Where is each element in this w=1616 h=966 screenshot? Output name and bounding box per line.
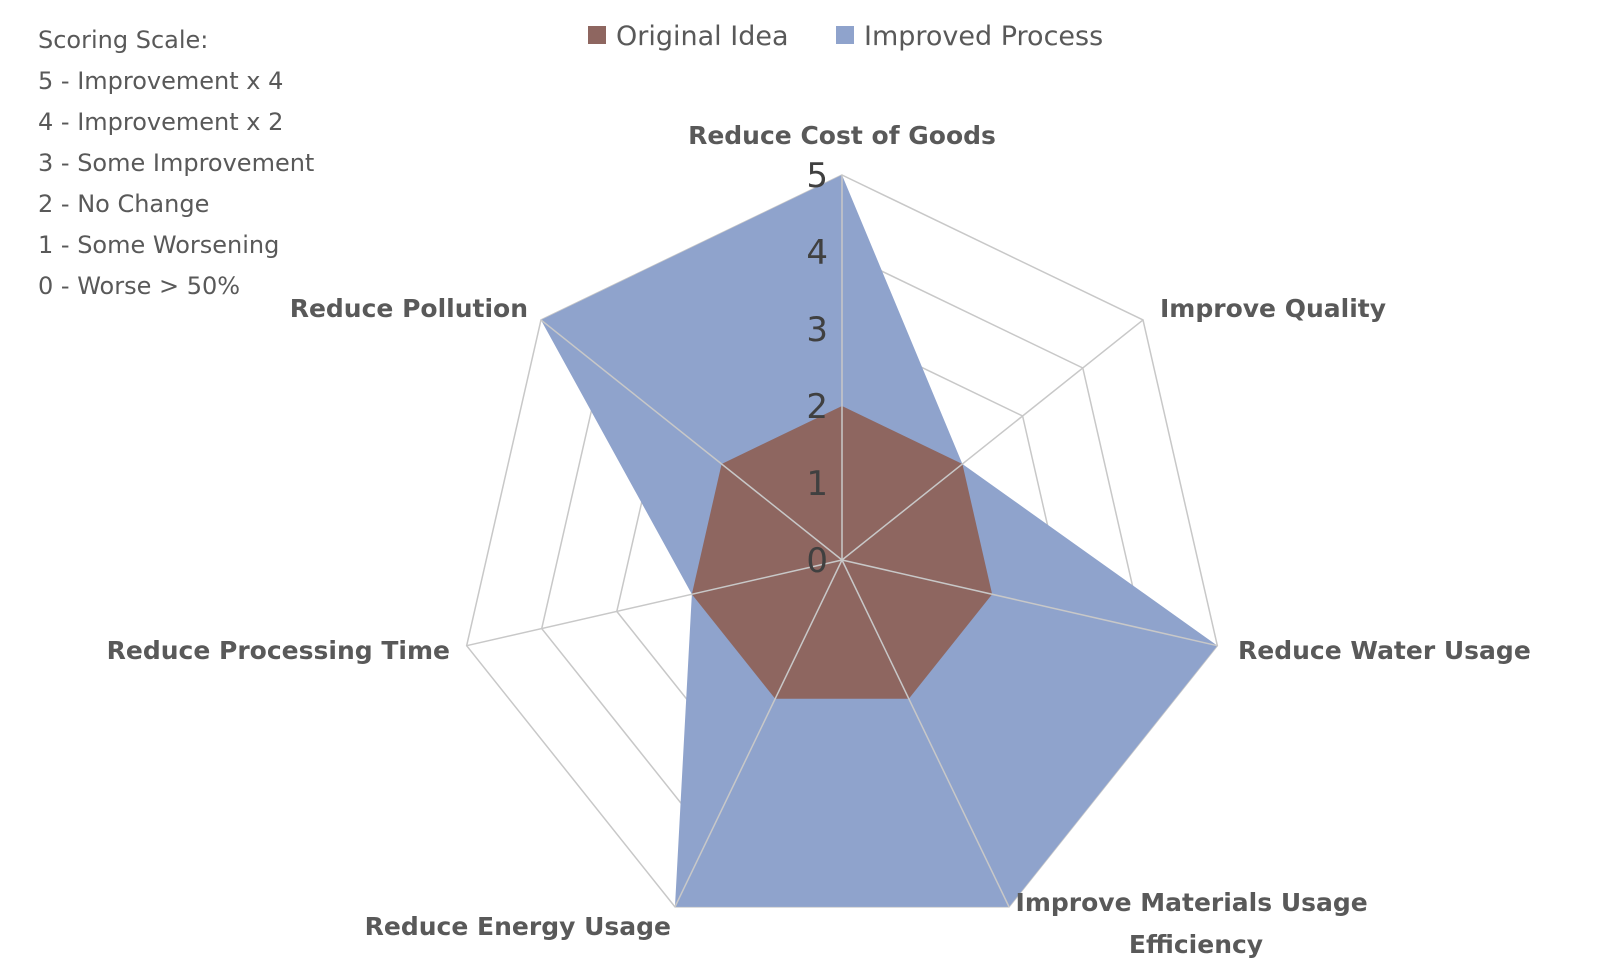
scoring-scale-item: 3 - Some Improvement <box>38 149 314 177</box>
scoring-scale: Scoring Scale: 5 - Improvement x 4 4 - I… <box>38 26 314 300</box>
category-label: Improve Materials Usage Efficiency <box>1016 888 1377 959</box>
axis-spoke <box>841 319 1144 561</box>
scoring-scale-item: 4 - Improvement x 2 <box>38 108 283 136</box>
legend-swatch-improved-process <box>836 26 854 44</box>
tick-label: 4 <box>806 233 828 273</box>
radial-axis-ticks: 0 1 2 3 4 5 <box>806 156 828 581</box>
scoring-scale-item: 1 - Some Worsening <box>38 231 279 259</box>
legend-label-improved-process: Improved Process <box>864 21 1103 52</box>
category-label: Improve Quality <box>1160 294 1386 323</box>
tick-label: 0 <box>806 541 828 581</box>
category-labels: Reduce Cost of Goods Improve Quality Red… <box>107 121 1531 959</box>
legend-swatch-original-idea <box>588 26 606 44</box>
radar-spokes <box>466 175 1218 908</box>
scoring-scale-heading: Scoring Scale: <box>38 26 208 54</box>
tick-label: 5 <box>806 156 828 196</box>
radar-areas <box>540 175 1218 907</box>
category-label-line: Improve Materials Usage <box>1016 888 1368 917</box>
category-label: Reduce Water Usage <box>1238 636 1531 665</box>
category-label: Reduce Pollution <box>290 294 528 323</box>
tick-label: 1 <box>806 464 828 504</box>
axis-spoke <box>841 559 1218 647</box>
axis-spoke <box>841 559 1010 908</box>
scoring-scale-item: 0 - Worse > 50% <box>38 272 240 300</box>
axis-spoke <box>674 559 843 908</box>
category-label: Reduce Cost of Goods <box>688 121 996 150</box>
category-label: Reduce Energy Usage <box>365 912 671 941</box>
scoring-scale-item: 2 - No Change <box>38 190 209 218</box>
category-label: Reduce Processing Time <box>107 636 450 665</box>
axis-spoke <box>540 319 843 561</box>
legend-label-original-idea: Original Idea <box>616 21 789 52</box>
axis-spoke <box>466 559 843 647</box>
tick-label: 3 <box>806 310 828 350</box>
tick-label: 2 <box>806 387 828 427</box>
scoring-scale-item: 5 - Improvement x 4 <box>38 67 283 95</box>
chart-legend: Original Idea Improved Process <box>588 21 1103 52</box>
category-label-line: Efficiency <box>1129 930 1263 959</box>
